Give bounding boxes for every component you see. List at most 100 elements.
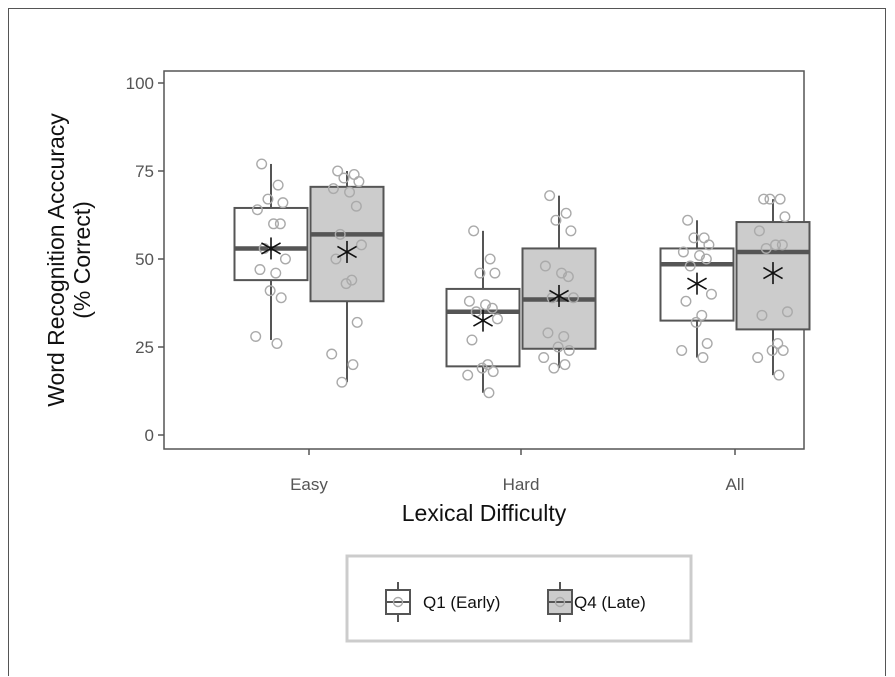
legend-key-point — [392, 596, 404, 608]
data-point — [355, 239, 367, 251]
data-point — [334, 228, 346, 240]
data-point — [701, 337, 713, 349]
mean-marker-stroke — [261, 242, 281, 255]
data-point — [556, 267, 568, 279]
mean-marker-stroke — [763, 266, 783, 280]
data-point — [270, 267, 282, 279]
data-point — [251, 204, 263, 216]
mean-marker — [687, 272, 707, 295]
x-tick-label: Hard — [503, 475, 540, 494]
data-point — [770, 239, 782, 251]
data-point — [779, 211, 791, 223]
y-tick-label: 100 — [126, 74, 154, 93]
data-point — [468, 225, 480, 237]
y-tick-label: 50 — [135, 250, 154, 269]
legend-label-q4: Q4 (Late) — [574, 593, 646, 612]
data-point — [756, 309, 768, 321]
mean-marker — [763, 262, 783, 285]
data-point — [476, 362, 488, 374]
y-axis-title-line-1: Word Recognition Acccuracy — [43, 113, 69, 407]
data-point — [696, 309, 708, 321]
data-point — [275, 292, 287, 304]
data-point — [351, 316, 363, 328]
data-point — [264, 285, 276, 297]
data-point — [486, 302, 498, 314]
data-point — [484, 253, 496, 265]
data-point — [474, 267, 486, 279]
mean-marker — [473, 309, 493, 332]
data-point — [560, 207, 572, 219]
data-point — [256, 158, 268, 170]
data-point — [347, 359, 359, 371]
y-tick-label: 0 — [145, 426, 154, 445]
data-point — [703, 239, 715, 251]
data-point — [480, 299, 492, 311]
y-axis-title-line-2: (% Correct) — [69, 201, 95, 319]
data-point — [705, 288, 717, 300]
data-point — [327, 183, 339, 195]
x-tick-label: Easy — [290, 475, 328, 494]
box-plot-chart: 0 25 50 75 100 Easy Hard All Lexical Difficult… — [43, 70, 811, 643]
data-point — [538, 352, 550, 364]
box-q4-hard — [521, 190, 597, 374]
data-point — [463, 295, 475, 307]
legend-label-q1: Q1 (Early) — [423, 593, 500, 612]
data-point — [562, 271, 574, 283]
data-point — [254, 264, 266, 276]
mean-marker — [261, 237, 281, 260]
legend-key-q1 — [385, 582, 411, 622]
data-point — [760, 242, 772, 254]
data-point — [776, 239, 788, 251]
legend-key-q4 — [547, 582, 573, 622]
mean-marker — [337, 240, 357, 263]
box-q4-easy — [309, 165, 385, 388]
plot-content — [233, 158, 811, 399]
data-point — [563, 345, 575, 357]
data-point — [466, 334, 478, 346]
data-point — [544, 190, 556, 202]
data-point — [772, 337, 784, 349]
data-point — [565, 225, 577, 237]
data-point — [753, 225, 765, 237]
data-point — [462, 369, 474, 381]
mean-marker-stroke — [337, 245, 357, 259]
data-point — [682, 214, 694, 226]
data-point — [330, 253, 342, 265]
y-axis: 0 25 50 75 100 — [126, 74, 164, 445]
data-point — [559, 359, 571, 371]
data-point — [690, 316, 702, 328]
box-q1-easy — [233, 158, 309, 349]
data-point — [777, 345, 789, 357]
data-point — [684, 260, 696, 272]
y-tick-label: 25 — [135, 338, 154, 357]
data-point — [344, 186, 356, 198]
data-point — [558, 330, 570, 342]
data-point — [773, 369, 785, 381]
data-point — [700, 253, 712, 265]
data-point — [482, 359, 494, 371]
box-q1-hard — [445, 225, 521, 399]
data-point — [550, 214, 562, 226]
data-point — [688, 232, 700, 244]
data-point — [340, 278, 352, 290]
x-tick-label: All — [726, 475, 745, 494]
data-point — [489, 267, 501, 279]
data-point — [483, 387, 495, 399]
legend: Q1 (Early) Q4 (Late) — [345, 554, 693, 643]
y-tick-label: 75 — [135, 162, 154, 181]
data-point — [758, 193, 770, 205]
data-point — [271, 337, 283, 349]
data-point — [326, 348, 338, 360]
data-point — [764, 193, 776, 205]
x-axis: Easy Hard All — [290, 449, 744, 494]
data-point — [539, 260, 551, 272]
y-axis-title: Word Recognition Acccuracy (% Correct) — [43, 113, 95, 407]
mean-marker-stroke — [473, 314, 493, 327]
data-point — [272, 179, 284, 191]
data-point — [752, 352, 764, 364]
data-point — [676, 345, 688, 357]
legend-key-point — [554, 596, 566, 608]
data-point — [353, 176, 365, 188]
data-point — [766, 345, 778, 357]
data-point — [277, 197, 289, 209]
